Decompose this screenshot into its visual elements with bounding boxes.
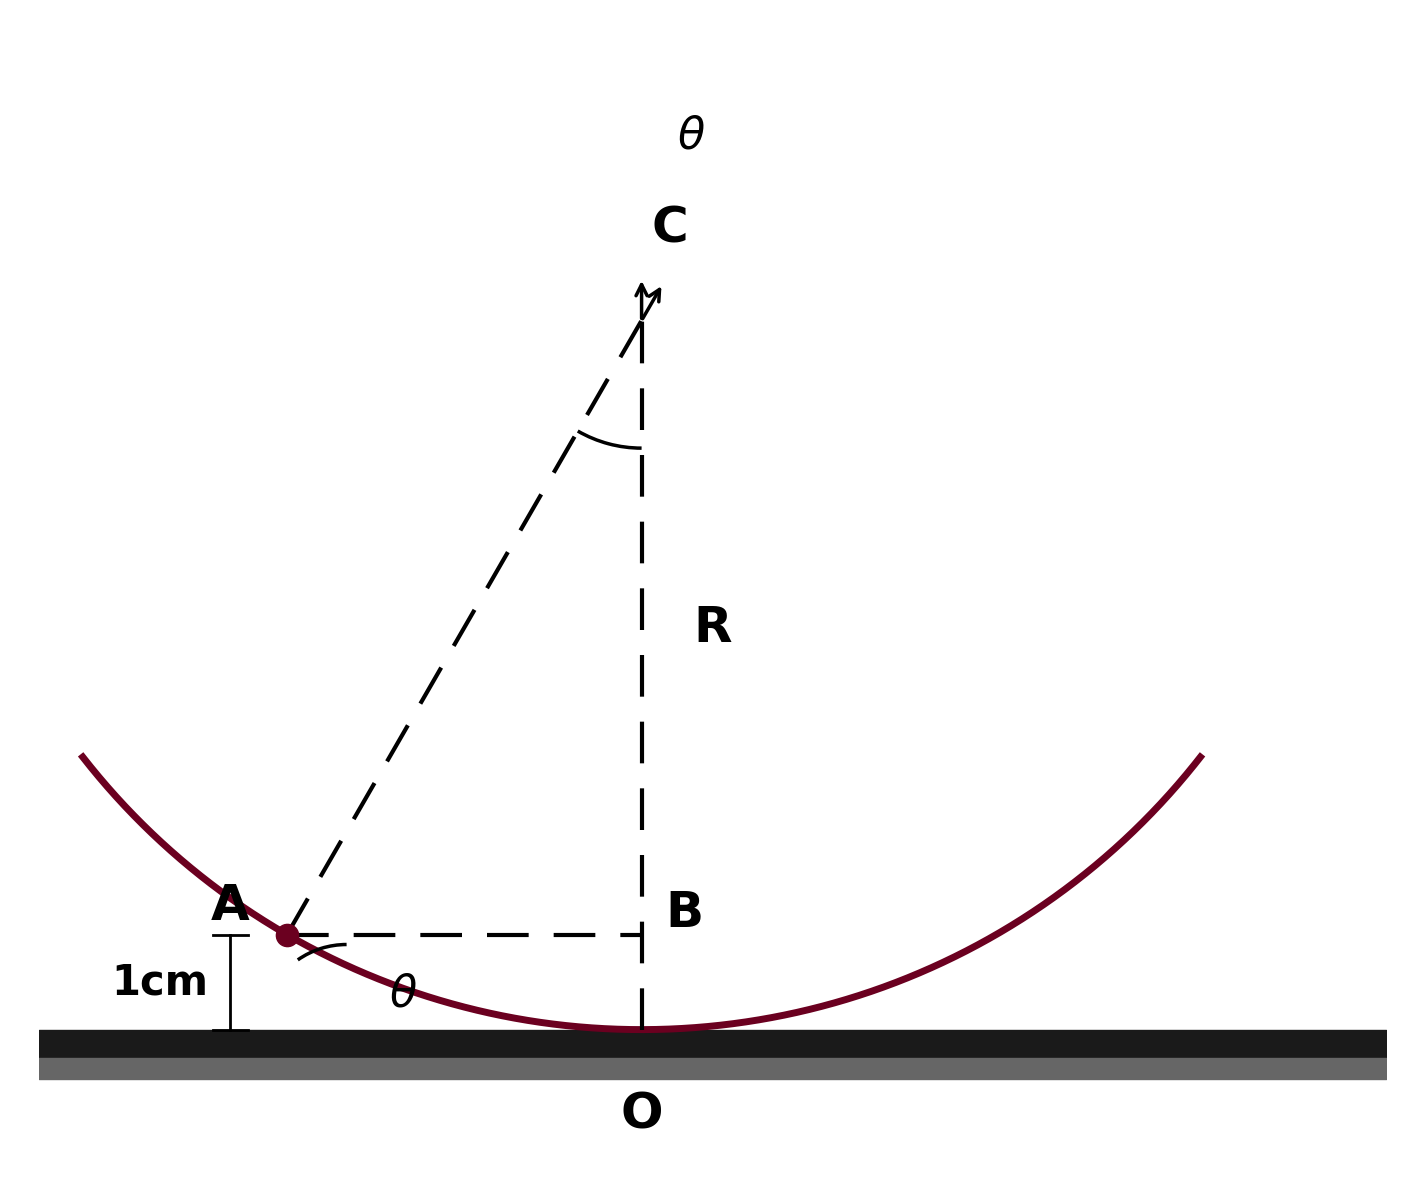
Text: $\theta$: $\theta$ — [677, 114, 705, 157]
Text: C: C — [651, 204, 688, 253]
Text: O: O — [620, 1091, 663, 1138]
Text: R: R — [693, 603, 732, 652]
Text: $\theta$: $\theta$ — [389, 972, 418, 1016]
Text: 1cm: 1cm — [111, 961, 208, 1003]
Text: A: A — [211, 882, 249, 931]
Text: B: B — [665, 889, 703, 938]
